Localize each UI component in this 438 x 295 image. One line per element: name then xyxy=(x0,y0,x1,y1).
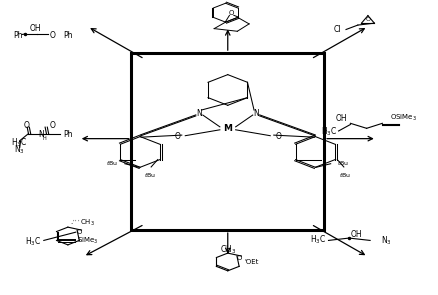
Text: H$_3$C: H$_3$C xyxy=(321,126,337,138)
Text: N: N xyxy=(253,109,259,118)
Text: M: M xyxy=(223,124,232,133)
Text: H$_3$C: H$_3$C xyxy=(25,235,42,248)
Text: O: O xyxy=(229,10,234,16)
Text: Ph: Ph xyxy=(64,31,73,40)
Text: N: N xyxy=(39,130,45,139)
Text: Cl: Cl xyxy=(333,25,341,34)
Text: O: O xyxy=(174,132,180,141)
Text: H: H xyxy=(43,136,47,141)
Text: H$_3$C: H$_3$C xyxy=(11,137,27,149)
Text: $t$Bu: $t$Bu xyxy=(337,159,350,168)
Text: O: O xyxy=(365,17,371,22)
Text: O: O xyxy=(23,121,29,130)
Text: SiMe$_3$: SiMe$_3$ xyxy=(77,235,99,245)
Text: .$^{,,,}$CH$_3$: .$^{,,,}$CH$_3$ xyxy=(70,217,95,227)
Text: $t$Bu: $t$Bu xyxy=(144,171,156,179)
Text: H$_3$C: H$_3$C xyxy=(310,234,326,246)
Text: O: O xyxy=(77,229,82,235)
Bar xyxy=(131,53,324,230)
Text: OH: OH xyxy=(336,114,347,123)
Text: N$_3$: N$_3$ xyxy=(381,234,392,247)
Text: N$_3$: N$_3$ xyxy=(14,143,25,156)
Text: O: O xyxy=(49,121,56,130)
Text: OH: OH xyxy=(29,24,41,33)
Text: O: O xyxy=(237,255,242,260)
Text: CH$_3$: CH$_3$ xyxy=(220,243,236,255)
Text: Ph: Ph xyxy=(64,130,73,139)
Text: N: N xyxy=(196,109,202,118)
Text: 'OEt: 'OEt xyxy=(244,259,259,265)
Text: Ph: Ph xyxy=(13,31,23,40)
Text: $t$Bu: $t$Bu xyxy=(339,171,351,179)
Text: $t$Bu: $t$Bu xyxy=(106,159,118,168)
Text: OH: OH xyxy=(350,230,362,239)
Text: O: O xyxy=(49,31,56,40)
Text: OSiMe$_3$: OSiMe$_3$ xyxy=(390,112,417,122)
Text: O: O xyxy=(275,132,281,141)
